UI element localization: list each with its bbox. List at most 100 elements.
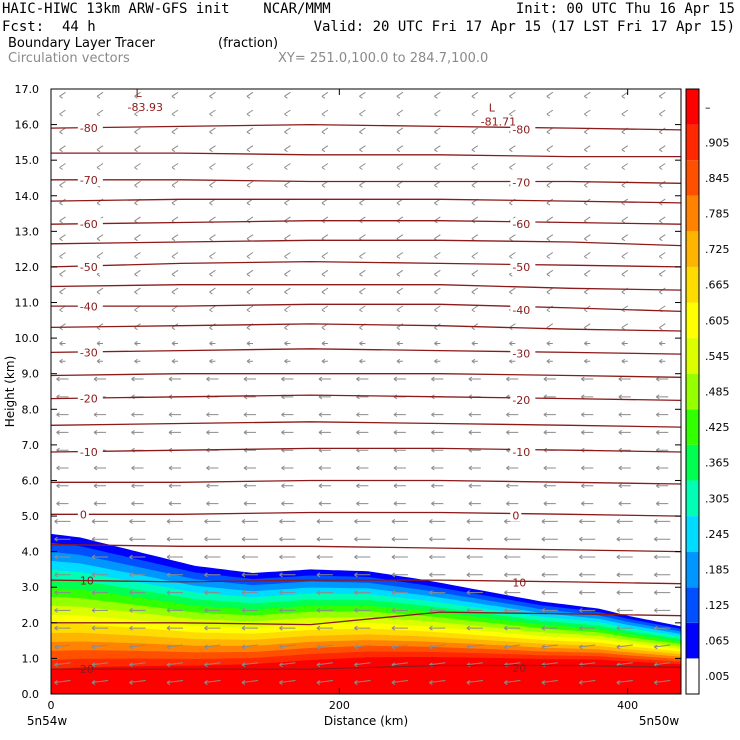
wind-vector <box>546 358 553 364</box>
wind-vector <box>246 163 254 170</box>
wind-vector <box>431 483 444 489</box>
wind-vector <box>506 412 519 418</box>
wind-vector <box>281 430 294 435</box>
wind-vector <box>318 501 331 507</box>
wind-vector <box>359 198 366 206</box>
wind-vector <box>204 572 221 578</box>
wind-vector <box>506 376 519 382</box>
wind-vector <box>96 109 104 117</box>
wind-vector <box>506 483 519 489</box>
wind-vector <box>396 287 404 295</box>
wind-vector <box>504 680 521 685</box>
wind-vector <box>59 198 66 206</box>
wind-vector <box>359 145 366 153</box>
wind-vector <box>658 269 666 277</box>
wind-vector <box>618 465 631 471</box>
wind-vector <box>579 590 596 595</box>
wind-vector <box>59 145 66 153</box>
wind-vector <box>616 554 633 560</box>
wind-vector <box>129 572 146 578</box>
wind-vector <box>579 680 596 685</box>
wind-vector <box>96 91 104 99</box>
wind-vector <box>204 625 221 631</box>
wind-vector <box>279 662 296 668</box>
wind-vector <box>321 145 329 153</box>
wind-vector <box>391 518 408 524</box>
wind-vector <box>93 430 107 435</box>
contour-label: -10 <box>512 446 530 459</box>
colorbar-swatch <box>686 480 699 517</box>
contour-label-bg <box>77 122 103 135</box>
wind-vector <box>429 680 446 685</box>
wind-vector <box>321 216 329 224</box>
wind-vector <box>321 358 328 364</box>
temperature-contour <box>50 543 682 553</box>
colorbar-swatch <box>686 587 699 623</box>
y-tick-label: 15.0 <box>15 154 40 167</box>
wind-vector <box>321 163 329 170</box>
colorbar-label: .485 <box>705 386 730 399</box>
colorbar-swatch <box>686 266 699 303</box>
wind-vector <box>59 216 66 224</box>
wind-vector <box>434 180 441 188</box>
contour-label-bg <box>510 509 522 522</box>
wind-vector <box>91 680 109 685</box>
wind-vector <box>509 163 516 170</box>
wind-vector <box>621 216 629 224</box>
wind-vector <box>209 358 216 364</box>
contour-label-bg <box>77 173 103 186</box>
wind-vector <box>246 358 253 364</box>
wind-vector <box>466 518 483 524</box>
wind-vector <box>391 680 408 685</box>
y-tick-label: 8.0 <box>22 403 40 416</box>
wind-vector <box>581 376 594 382</box>
wind-vector <box>431 376 444 382</box>
colorbar-label: .245 <box>705 528 730 541</box>
wind-vector <box>509 234 516 242</box>
wind-vector <box>471 91 479 99</box>
wind-vector <box>466 554 483 560</box>
wind-vector <box>504 644 521 650</box>
wind-vector <box>166 662 184 668</box>
wind-vector <box>134 145 141 153</box>
y-axis-title: Height (km) <box>3 356 17 427</box>
wind-vector <box>356 483 369 489</box>
wind-vector <box>241 625 258 631</box>
wind-vector <box>621 305 629 313</box>
wind-vector <box>209 305 216 313</box>
contour-label: -80 <box>512 123 530 136</box>
wind-vector <box>429 590 446 595</box>
wind-vector <box>546 163 554 170</box>
wind-vector <box>284 252 291 259</box>
contour-label: -40 <box>512 304 530 317</box>
temperature-contour <box>50 348 682 355</box>
wind-vector <box>134 91 141 99</box>
wind-vector <box>204 644 221 650</box>
contour-label-bg <box>77 346 103 359</box>
wind-vector <box>209 269 216 277</box>
wind-vector <box>546 180 554 188</box>
wind-vector <box>246 198 254 206</box>
temperature-contour <box>51 179 682 184</box>
wind-vector <box>321 252 329 259</box>
wind-vector <box>546 198 554 206</box>
wind-vector <box>466 625 483 631</box>
wind-vector <box>354 554 371 560</box>
wind-vector <box>581 465 594 471</box>
wind-vector <box>166 607 183 613</box>
wind-vector <box>658 127 666 135</box>
wind-vector <box>506 465 519 471</box>
wind-vector <box>93 376 107 382</box>
wind-vector <box>543 465 556 471</box>
wind-vector <box>584 341 591 346</box>
colorbar-label: – <box>705 101 711 114</box>
wind-vector <box>129 625 146 631</box>
wind-vector <box>131 430 144 435</box>
wind-vector <box>321 269 329 277</box>
wind-vector <box>396 198 404 206</box>
wind-vector <box>393 376 406 382</box>
temperature-contour <box>51 152 681 158</box>
wind-vector <box>504 625 521 631</box>
wind-vector <box>354 518 371 524</box>
wind-vector <box>543 430 556 435</box>
